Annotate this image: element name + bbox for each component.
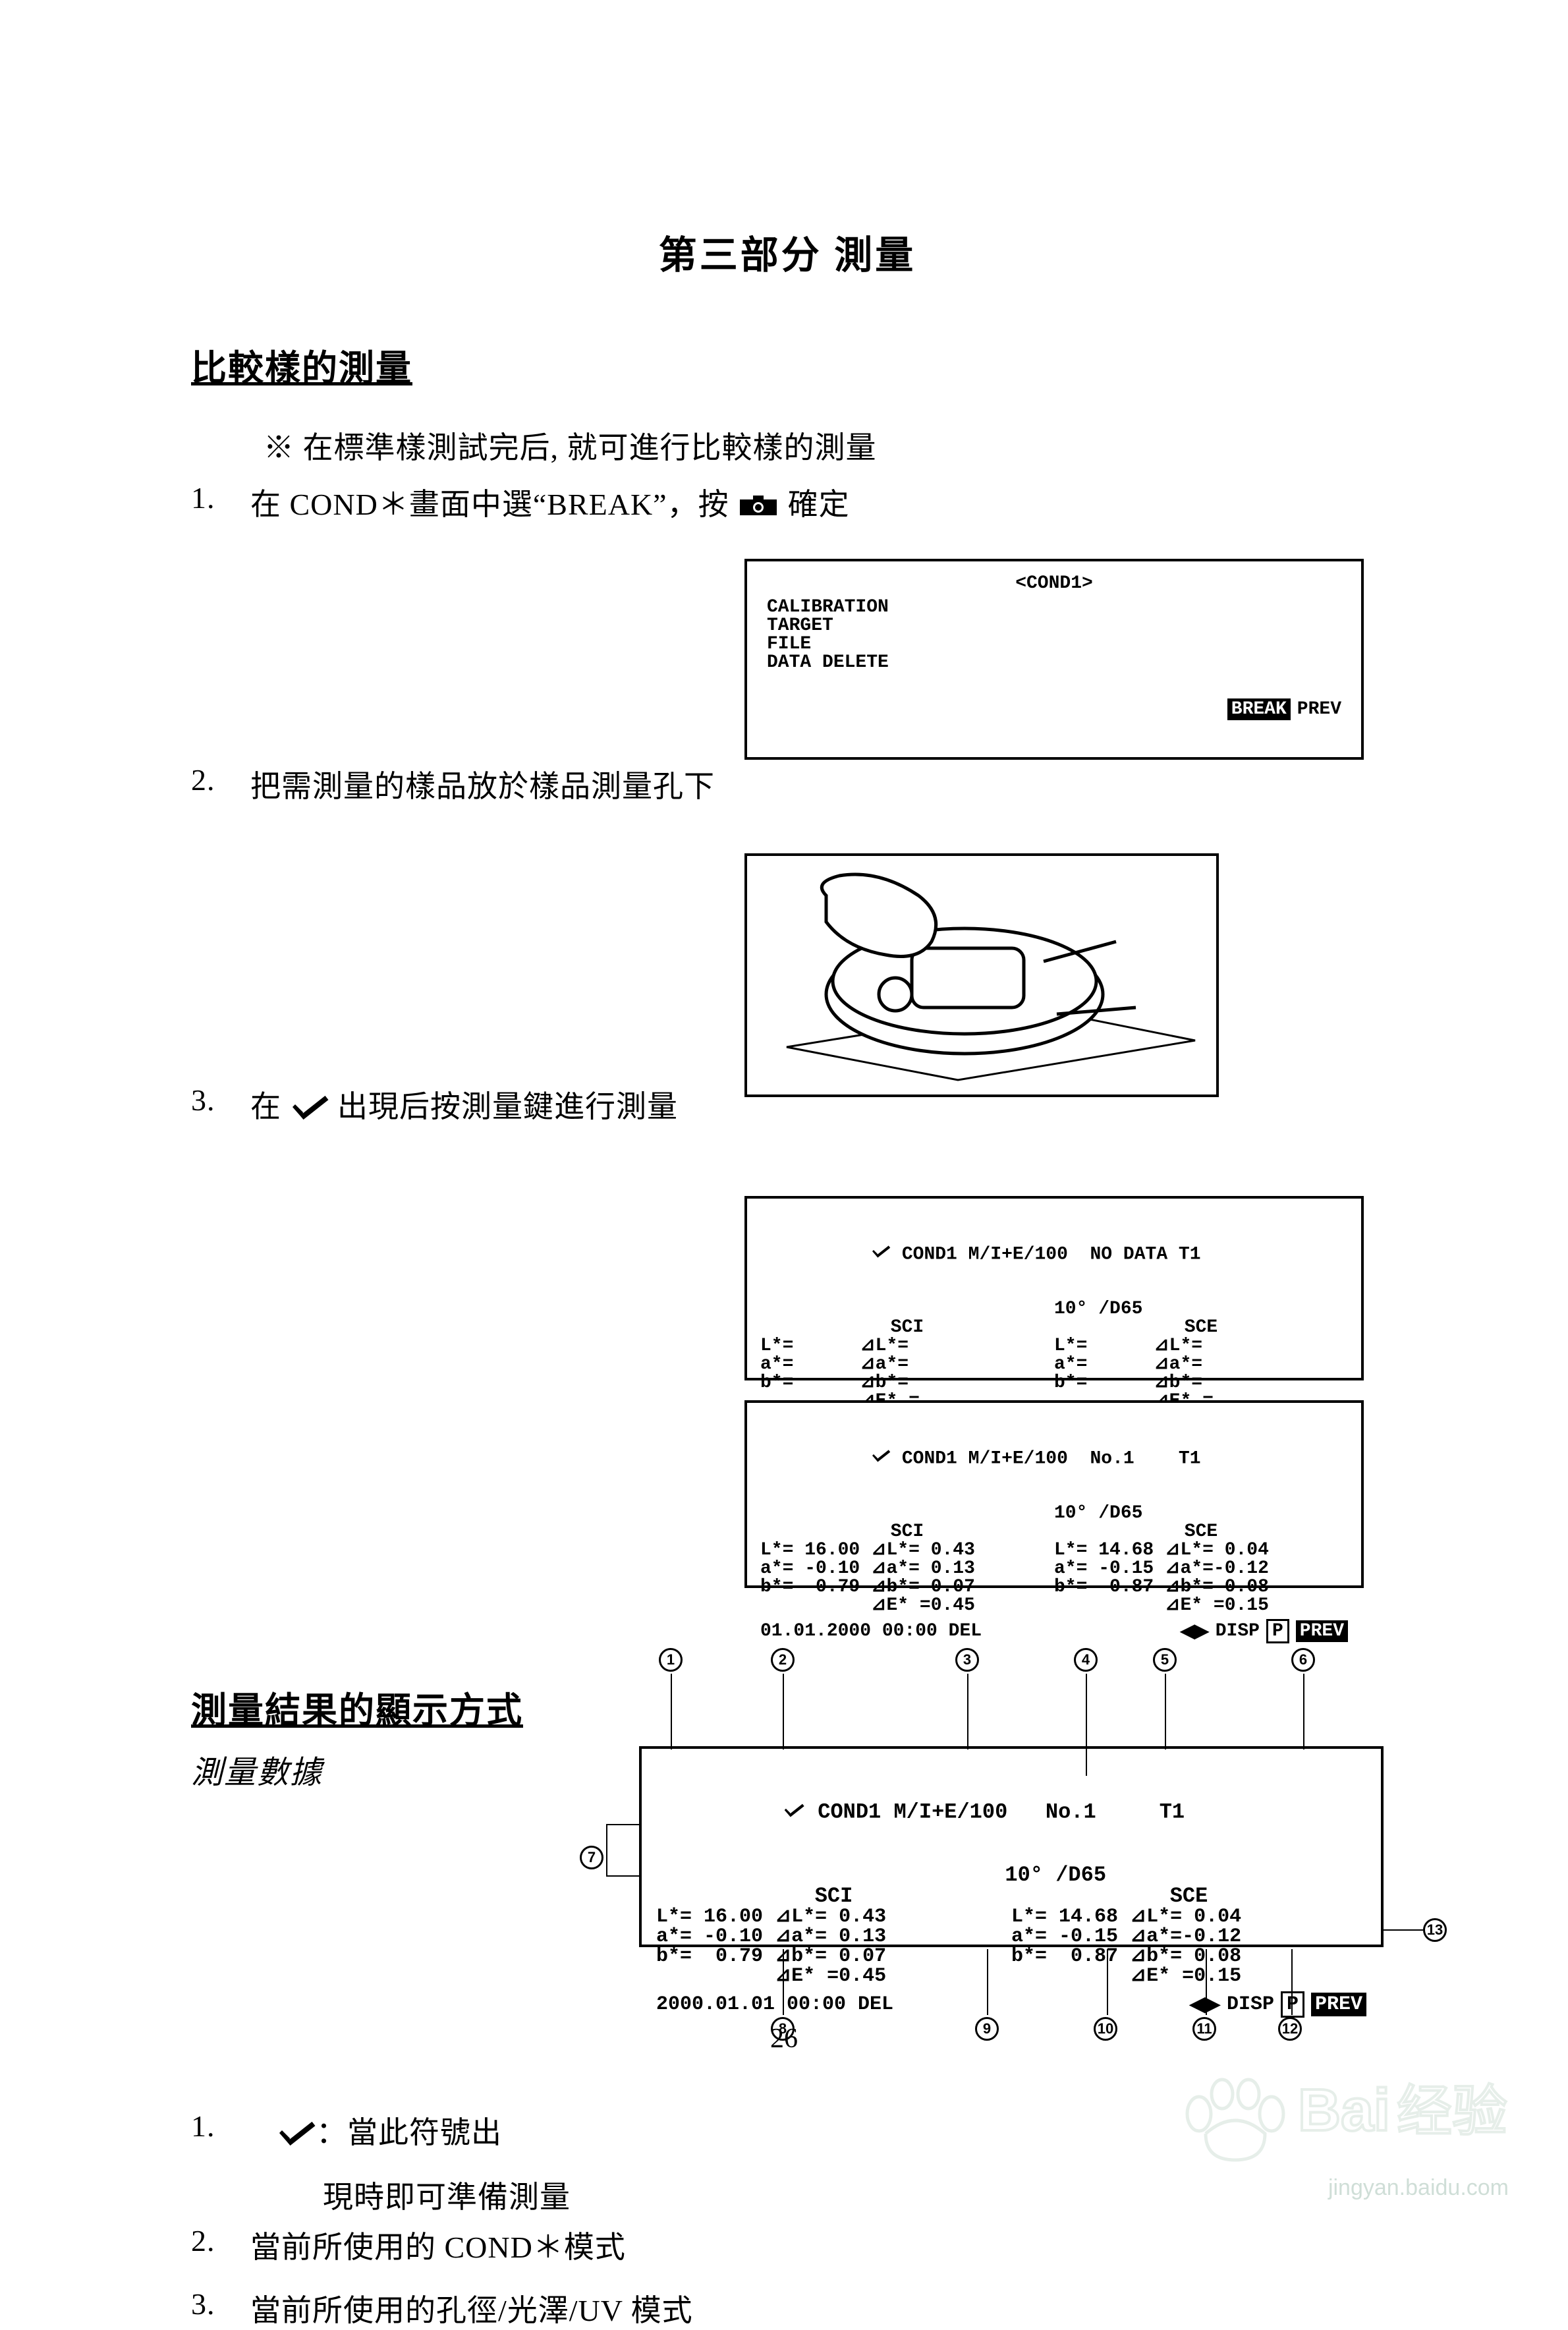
fig4-sub: 10° /D65 [656,1865,1366,1886]
list-3-number: 3. [191,2287,250,2330]
p-button[interactable]: P [1266,1619,1289,1643]
step-1: 1. 在 COND＊畫面中選“BREAK”，按 確定 [191,480,1384,525]
check-pen-icon-small [804,1431,891,1486]
svg-text:Bai: Bai [1298,2078,1390,2144]
figure-data-screen: COND1 M/I+E/100 No.1 T1 10° /D65 SCI L*=… [744,1400,1364,1588]
fig4-date: 2000.01.01 00:00 DEL [656,1995,893,2014]
callout-3: 3 [955,1647,979,1672]
device-illustration [747,856,1221,1100]
step-3-text-b: 出現后按測量鍵進行測量 [337,1090,678,1123]
callout-7: 7 [580,1845,603,1869]
fig3a-header: COND1 M/I+E/100 NO DATA T1 [760,1208,1348,1300]
list-2-number: 2. [191,2223,250,2267]
fig4-bottom: 2000.01.01 00:00 DEL ◀▶ DISP P PREV [656,1991,1366,2018]
fig3b-date: 01.01.2000 00:00 DEL [760,1622,982,1641]
camera-icon [737,490,779,525]
step-3-number: 3. [191,1083,250,1127]
fig3b-left: L*= 16.00 ⊿L*= 0.43 a*= -0.10 ⊿a*= 0.13 … [760,1541,1054,1615]
fig3b-header: COND1 M/I+E/100 No.1 T1 [760,1412,1348,1504]
figure-annotated-screen: COND1 M/I+E/100 No.1 T1 10° /D65 SCI L*=… [639,1746,1384,1947]
watermark-url: jingyan.baidu.com [1328,2175,1509,2201]
step-3-text-a: 在 [250,1090,290,1123]
list-2-text: 當前所使用的 COND＊模式 [250,2223,1384,2267]
callout-1: 1 [659,1647,683,1672]
fig3a-sce: SCE [1054,1319,1348,1337]
check-pen-icon [290,1093,329,1127]
baidu-watermark: Bai 经验 [1160,2048,1528,2180]
figure-nodata-screen: COND1 M/I+E/100 NO DATA T1 10° /D65 SCI … [744,1196,1364,1380]
list-1-text-b: ：當此符號出 [316,2116,502,2149]
heading-result-display: 測量結果的顯示方式 [191,1681,1384,1733]
step-1-number: 1. [191,480,250,525]
fig3a-sub: 10° /D65 [760,1300,1348,1319]
callout-5: 5 [1153,1647,1177,1672]
check-pen-icon-small [707,1780,805,1844]
callout-6: 6 [1291,1647,1315,1672]
check-pen-icon-small [804,1226,891,1282]
fig4-right: L*= 14.68 ⊿L*= 0.04 a*= -0.15 ⊿a*=-0.12 … [1011,1907,1366,1986]
list-3-text: 當前所使用的孔徑/光澤/UV 模式 [250,2287,1384,2330]
check-pen-icon [277,2118,316,2153]
step-2: 2. 把需測量的樣品放於樣品測量孔下 [191,762,1384,806]
arrows-icon: ◀▶ [1190,1993,1220,2017]
figure-device-placement [744,853,1219,1097]
fig1-lines: CALIBRATION TARGET FILE DATA DELETE [767,598,1341,672]
fig3b-right: L*= 14.68 ⊿L*= 0.04 a*= -0.15 ⊿a*=-0.12 … [1054,1541,1348,1615]
callout-13: 13 [1423,1918,1447,1942]
step-1-body: 在 COND＊畫面中選“BREAK”，按 確定 [250,480,1384,525]
step-2-text: 把需測量的樣品放於樣品測量孔下 [250,762,1384,806]
figure-cond1-menu: <COND1> CALIBRATION TARGET FILE DATA DEL… [744,559,1364,760]
page-title: 第三部分 測量 [191,224,1384,279]
fig1-bottom: BREAK PREV [767,698,1341,720]
step-1-text-b: 確定 [788,488,850,521]
step-1-text-a: 在 COND＊畫面中選“BREAK”，按 [250,488,737,521]
heading-compare-measure: 比較樣的測量 [191,339,1384,391]
list-item-3: 3. 當前所使用的孔徑/光澤/UV 模式 [191,2287,1384,2330]
fig1-title: <COND1> [767,575,1341,593]
prev-label: PREV [1297,699,1341,720]
fig3b-sub: 10° /D65 [760,1504,1348,1523]
fig4-left: L*= 16.00 ⊿L*= 0.43 a*= -0.10 ⊿a*= 0.13 … [656,1907,1011,1986]
list-1-number: 1. [191,2109,250,2153]
disp-label: DISP [1227,1993,1274,2016]
step-2-number: 2. [191,762,250,806]
fig3a-sci: SCI [760,1319,1054,1337]
fig4-sce: SCE [1011,1886,1366,1907]
list-item-2: 2. 當前所使用的 COND＊模式 [191,2223,1384,2267]
prev-button[interactable]: PREV [1296,1620,1348,1642]
fig3b-bottom: 01.01.2000 00:00 DEL ◀▶ DISP P PREV [760,1619,1348,1643]
disp-label: DISP [1216,1621,1260,1641]
svg-text:经验: 经验 [1397,2082,1507,2143]
break-button[interactable]: BREAK [1227,698,1291,720]
fig4-sci: SCI [656,1886,1011,1907]
callout-2: 2 [771,1647,795,1672]
prev-button[interactable]: PREV [1311,1993,1366,2016]
arrows-icon: ◀▶ [1181,1620,1209,1643]
fig3b-sce: SCE [1054,1523,1348,1541]
note-prerequisite: ※ 在標準樣測試完后, 就可進行比較樣的測量 [264,424,1384,467]
callout-4: 4 [1074,1647,1098,1672]
fig4-header: COND1 M/I+E/100 No.1 T1 [656,1759,1366,1865]
fig3b-sci: SCI [760,1523,1054,1541]
